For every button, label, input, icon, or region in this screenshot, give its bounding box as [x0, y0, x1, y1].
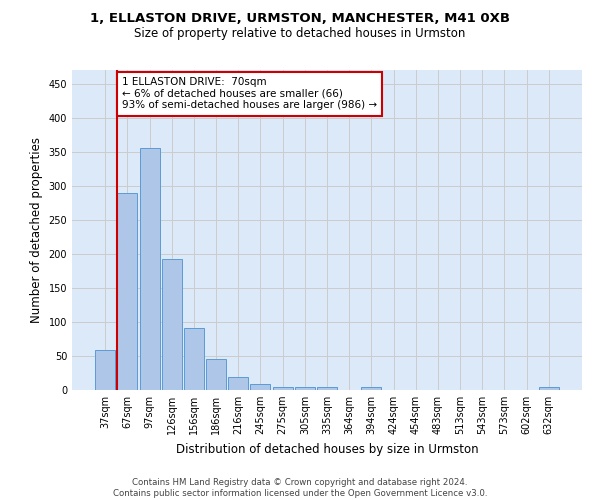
Bar — [295, 386, 315, 390]
Bar — [118, 193, 137, 390]
Bar — [95, 350, 115, 390]
Bar — [162, 260, 182, 390]
Text: Contains HM Land Registry data © Crown copyright and database right 2024.
Contai: Contains HM Land Registry data © Crown c… — [113, 478, 487, 498]
Bar — [361, 386, 382, 390]
Bar — [206, 358, 226, 390]
Bar — [317, 386, 337, 390]
Bar — [228, 377, 248, 390]
Bar — [272, 386, 293, 390]
Bar — [539, 386, 559, 390]
Text: 1, ELLASTON DRIVE, URMSTON, MANCHESTER, M41 0XB: 1, ELLASTON DRIVE, URMSTON, MANCHESTER, … — [90, 12, 510, 26]
Bar — [140, 148, 160, 390]
Text: Size of property relative to detached houses in Urmston: Size of property relative to detached ho… — [134, 28, 466, 40]
Y-axis label: Number of detached properties: Number of detached properties — [30, 137, 43, 323]
Text: 1 ELLASTON DRIVE:  70sqm
← 6% of detached houses are smaller (66)
93% of semi-de: 1 ELLASTON DRIVE: 70sqm ← 6% of detached… — [122, 77, 377, 110]
Bar — [184, 328, 204, 390]
X-axis label: Distribution of detached houses by size in Urmston: Distribution of detached houses by size … — [176, 442, 478, 456]
Bar — [250, 384, 271, 390]
